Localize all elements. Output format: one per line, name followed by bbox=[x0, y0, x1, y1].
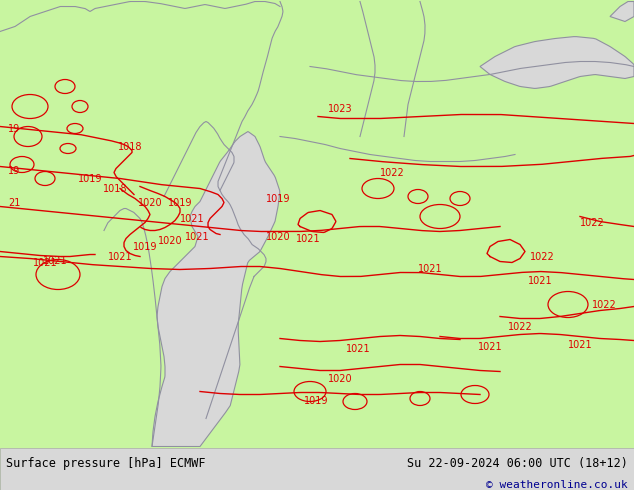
FancyBboxPatch shape bbox=[0, 448, 634, 490]
Text: 1021: 1021 bbox=[346, 343, 370, 353]
Text: 1020: 1020 bbox=[158, 237, 183, 246]
Text: 1023: 1023 bbox=[328, 104, 353, 115]
Text: 1019: 1019 bbox=[133, 242, 157, 251]
Text: 19: 19 bbox=[8, 167, 20, 176]
Text: 1018: 1018 bbox=[103, 185, 127, 195]
Text: 1019: 1019 bbox=[266, 194, 290, 203]
Text: © weatheronline.co.uk: © weatheronline.co.uk bbox=[486, 480, 628, 490]
Text: 1018: 1018 bbox=[118, 142, 142, 151]
Text: 1021: 1021 bbox=[185, 231, 210, 242]
Polygon shape bbox=[480, 37, 634, 88]
Text: Surface pressure [hPa] ECMWF: Surface pressure [hPa] ECMWF bbox=[6, 458, 206, 470]
Text: Su 22-09-2024 06:00 UTC (18+12): Su 22-09-2024 06:00 UTC (18+12) bbox=[407, 458, 628, 470]
Text: 1021: 1021 bbox=[527, 276, 552, 287]
Text: 1022: 1022 bbox=[508, 321, 533, 332]
Text: 1021: 1021 bbox=[295, 234, 320, 244]
Text: 1021: 1021 bbox=[42, 256, 67, 267]
Text: 1019: 1019 bbox=[168, 197, 193, 207]
Text: 1022: 1022 bbox=[380, 169, 404, 178]
Text: 1020: 1020 bbox=[138, 197, 162, 207]
Text: 21: 21 bbox=[8, 198, 20, 209]
Text: 1022: 1022 bbox=[530, 251, 555, 262]
Polygon shape bbox=[610, 1, 634, 22]
Text: 1021: 1021 bbox=[477, 342, 502, 351]
Text: 19: 19 bbox=[8, 123, 20, 133]
Text: 1022: 1022 bbox=[592, 299, 617, 310]
Text: 1021: 1021 bbox=[180, 215, 205, 224]
Polygon shape bbox=[152, 131, 280, 446]
Text: 1021: 1021 bbox=[108, 251, 133, 262]
Text: 1021: 1021 bbox=[567, 340, 592, 349]
Text: 1019: 1019 bbox=[78, 174, 102, 185]
Text: 1020: 1020 bbox=[328, 373, 353, 384]
Text: 1020: 1020 bbox=[266, 231, 290, 242]
Text: 1021: 1021 bbox=[33, 259, 57, 269]
Text: 1021: 1021 bbox=[418, 265, 443, 274]
Text: 1022: 1022 bbox=[580, 219, 605, 228]
Text: 1019: 1019 bbox=[304, 396, 328, 407]
